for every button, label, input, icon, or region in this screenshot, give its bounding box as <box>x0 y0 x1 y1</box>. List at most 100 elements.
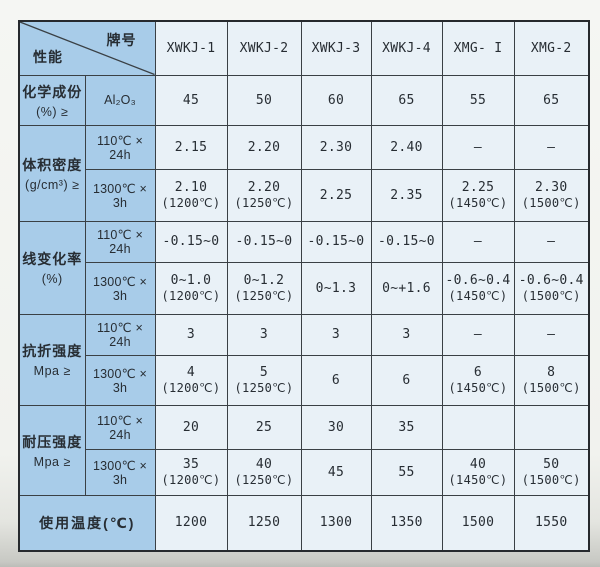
table-row-compressive-110: 耐压强度 Mpa ≥ 110℃ × 24h 20 25 30 35 <box>18 404 590 496</box>
value-cell: 0~1.2 (1250℃) <box>226 261 302 315</box>
header-row: 牌号 性能 XWKJ-1 XWKJ-2 XWKJ-3 XWKJ-4 XMG- I… <box>18 20 590 76</box>
col-header-xwkj3: XWKJ-3 <box>300 20 372 76</box>
temp-note: (1200℃) <box>161 381 221 395</box>
diagonal-divider <box>20 22 155 75</box>
value-cell: 35 (1200℃) <box>154 448 228 496</box>
value-cell: 65 <box>370 74 443 126</box>
value-cell: – <box>441 220 515 263</box>
value-cell: -0.6~0.4 (1450℃) <box>441 261 515 315</box>
condition-label: 1300℃ × 3h <box>84 261 156 315</box>
value-cell: 30 <box>300 404 372 450</box>
brand-axis-label: 牌号 <box>106 32 137 48</box>
value-cell: 3 <box>300 313 372 356</box>
temp-note: (1450℃) <box>448 289 508 303</box>
table-row-density-1300: 1300℃ × 3h 2.10 (1200℃) 2.20 (1250℃) 2.25 … <box>19 168 590 222</box>
value-cell: 3 <box>226 313 302 356</box>
value-cell: 2.15 <box>154 124 228 170</box>
value-cell: 40 (1450℃) <box>441 448 515 496</box>
temp-note: (1500℃) <box>521 381 581 395</box>
value-cell: 65 <box>513 74 590 126</box>
value-cell: 45 <box>154 74 228 126</box>
temp-note: (1200℃) <box>161 196 221 210</box>
value-cell: – <box>513 124 590 170</box>
corner-cell: 牌号 性能 <box>18 20 156 76</box>
temp-note: (1200℃) <box>161 473 221 487</box>
value-cell: – <box>513 313 590 356</box>
col-header-xwkj1: XWKJ-1 <box>154 20 228 76</box>
value-cell: 20 <box>154 404 228 450</box>
value-cell: – <box>441 124 515 170</box>
value-cell: 50 <box>226 74 302 126</box>
group-label-chemical: 化学成份 (%) ≥ <box>18 74 86 126</box>
table-row-compressive-1300: 1300℃ × 3h 35 (1200℃) 40 (1250℃) 45 55 40(… <box>19 448 590 496</box>
property-axis-label: 性能 <box>33 48 63 65</box>
value-cell: 2.10 (1200℃) <box>154 168 228 222</box>
temp-note: (1500℃) <box>521 196 581 210</box>
value-cell: 35 <box>370 404 443 450</box>
value-cell: 2.30 (1500℃) <box>513 168 590 222</box>
value-cell: 0~1.3 <box>300 261 372 315</box>
col-header-xwkj2: XWKJ-2 <box>226 20 302 76</box>
condition-label: 1300℃ × 3h <box>84 354 156 406</box>
value-cell <box>441 404 515 450</box>
value-cell: 6 <box>370 354 443 406</box>
spec-table: 牌号 性能 XWKJ-1 XWKJ-2 XWKJ-3 XWKJ-4 XMG- I… <box>18 20 590 552</box>
service-temp-label: 使用温度(℃) <box>18 494 156 552</box>
value-cell: 4 (1200℃) <box>154 354 228 406</box>
value-cell: 6 (1450℃) <box>441 354 515 406</box>
condition-label: 110℃ × 24h <box>84 124 156 170</box>
group-label-density: 体积密度 (g/cm³) ≥ <box>18 124 86 222</box>
value-cell: 6 <box>300 354 372 406</box>
temp-note: (1450℃) <box>448 381 508 395</box>
col-header-xwkj4: XWKJ-4 <box>370 20 443 76</box>
temp-note: (1250℃) <box>234 381 294 395</box>
value-cell: 2.25 <box>300 168 372 222</box>
value-cell: 40 (1250℃) <box>226 448 302 496</box>
value-cell: -0.15~0 <box>370 220 443 263</box>
table-row-chemical: 化学成份 (%) ≥ Al₂O₃ 45 50 60 65 55 65 <box>18 74 590 126</box>
value-cell: -0.15~0 <box>226 220 302 263</box>
value-cell: -0.15~0 <box>300 220 372 263</box>
temp-note: (1450℃) <box>448 473 508 487</box>
temp-note: (1200℃) <box>161 289 221 303</box>
temp-note: (1250℃) <box>234 289 294 303</box>
value-cell: 1200 <box>154 494 228 552</box>
condition-label: 1300℃ × 3h <box>84 168 156 222</box>
value-cell: 0~+1.6 <box>370 261 443 315</box>
condition-label: 110℃ × 24h <box>84 404 156 450</box>
value-cell: 55 <box>441 74 515 126</box>
value-cell: 1550 <box>513 494 590 552</box>
value-cell: -0.6~0.4 (1500℃) <box>513 261 590 315</box>
value-cell: 1350 <box>370 494 443 552</box>
table-row-service-temperature: 使用温度(℃) 1200 1250 1300 1350 1500 1550 <box>18 494 590 552</box>
value-cell: 0~1.0 (1200℃) <box>154 261 228 315</box>
temp-note: (1250℃) <box>234 473 294 487</box>
value-cell: 1300 <box>300 494 372 552</box>
condition-label: 110℃ × 24h <box>84 313 156 356</box>
value-cell: 3 <box>154 313 228 356</box>
table-row-flexural-110: 抗折强度 Mpa ≥ 110℃ × 24h 3 3 3 3 – – <box>18 313 590 406</box>
value-cell: 60 <box>300 74 372 126</box>
value-cell: 3 <box>370 313 443 356</box>
value-cell: 8 (1500℃) <box>513 354 590 406</box>
value-cell: 1250 <box>226 494 302 552</box>
value-cell: -0.15~0 <box>154 220 228 263</box>
temp-note: (1450℃) <box>448 196 508 210</box>
temp-note: (1500℃) <box>521 289 581 303</box>
value-cell: 2.20 <box>226 124 302 170</box>
value-cell: 50 (1500℃) <box>513 448 590 496</box>
condition-label: 1300℃ × 3h <box>84 448 156 496</box>
value-cell: 2.25 (1450℃) <box>441 168 515 222</box>
col-header-xmg1: XMG- I <box>441 20 515 76</box>
value-cell <box>513 404 590 450</box>
temp-note: (1250℃) <box>234 196 294 210</box>
table-row-linear-change-1300: 1300℃ × 3h 0~1.0 (1200℃) 0~1.2 (1250℃) 0~1… <box>19 261 590 315</box>
table-row-linear-change-110: 线变化率 (%) 110℃ × 24h -0.15~0 -0.15~0 -0.1… <box>18 220 590 315</box>
value-cell: 2.30 <box>300 124 372 170</box>
value-cell: 2.20 (1250℃) <box>226 168 302 222</box>
condition-label: 110℃ × 24h <box>84 220 156 263</box>
condition-label: Al₂O₃ <box>84 74 156 126</box>
group-label-compressive-strength: 耐压强度 Mpa ≥ <box>18 404 86 496</box>
value-cell: 25 <box>226 404 302 450</box>
